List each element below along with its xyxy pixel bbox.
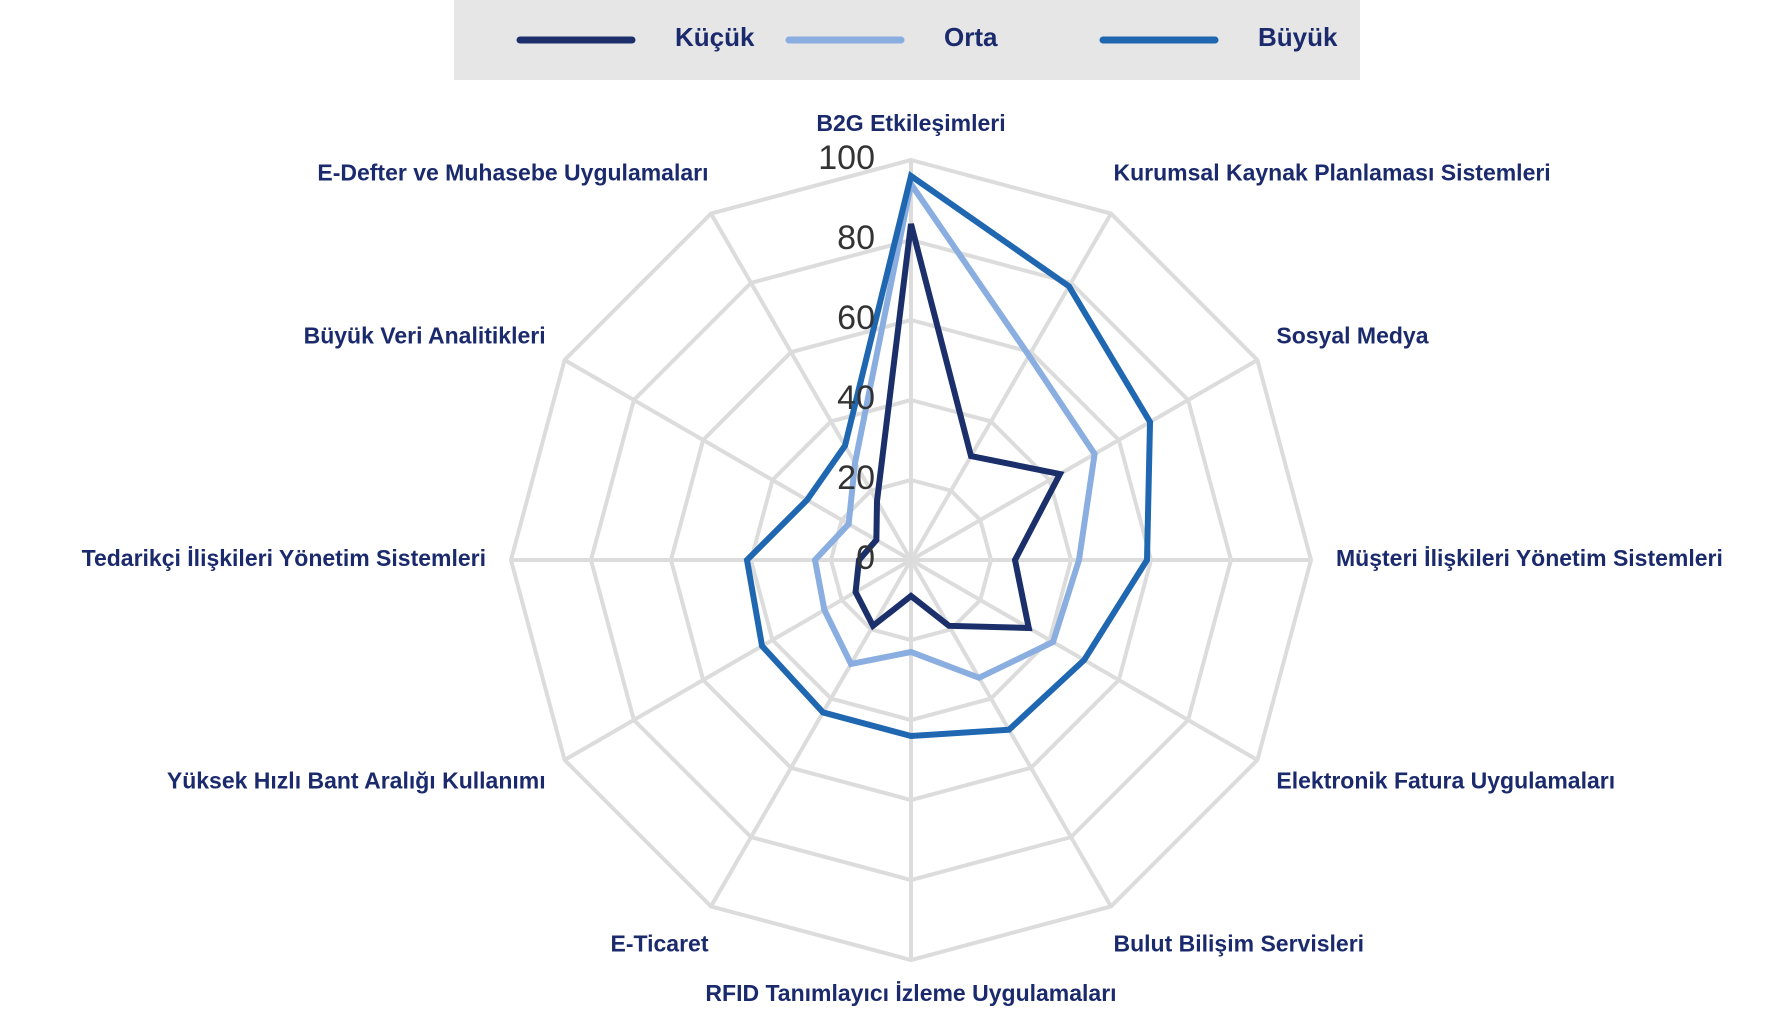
- category-label: RFID Tanımlayıcı İzleme Uygulamaları: [705, 980, 1116, 1006]
- grid-spoke: [909, 558, 1113, 908]
- series-line: [852, 223, 1065, 632]
- tick-label: 100: [818, 139, 875, 177]
- category-label: Yüksek Hızlı Bant Aralığı Kullanımı: [167, 768, 546, 794]
- category-label: E-Defter ve Muhasebe Uygulamaları: [317, 160, 708, 186]
- category-label: Büyük Veri Analitikleri: [304, 323, 546, 349]
- tick-label: 0: [856, 539, 875, 577]
- category-label: Elektronik Fatura Uygulamaları: [1276, 768, 1615, 794]
- tick-label: 20: [837, 459, 875, 497]
- category-label: Kurumsal Kaynak Planlaması Sistemleri: [1114, 160, 1551, 186]
- category-label: Tedarikçi İlişkileri Yönetim Sistemleri: [82, 545, 486, 571]
- tick-label: 80: [837, 219, 875, 257]
- legend-label: Büyük: [1258, 22, 1338, 52]
- category-label: Sosyal Medya: [1276, 323, 1428, 349]
- category-label: B2G Etkileşimleri: [816, 110, 1005, 136]
- grid-spoke: [909, 212, 1113, 562]
- category-label: Müşteri İlişkileri Yönetim Sistemleri: [1336, 545, 1723, 571]
- category-label: Bulut Bilişim Servisleri: [1114, 930, 1365, 956]
- series-line: [743, 171, 1154, 740]
- grid-spoke: [909, 358, 1259, 562]
- legend-label: Orta: [944, 22, 998, 52]
- grid-spoke: [709, 558, 913, 908]
- tick-label: 40: [837, 379, 875, 417]
- series-line: [811, 176, 1098, 682]
- tick-label: 60: [837, 299, 875, 337]
- category-label: E-Ticaret: [610, 930, 708, 956]
- legend-label: Küçük: [675, 22, 755, 52]
- grid-spoke: [563, 358, 913, 562]
